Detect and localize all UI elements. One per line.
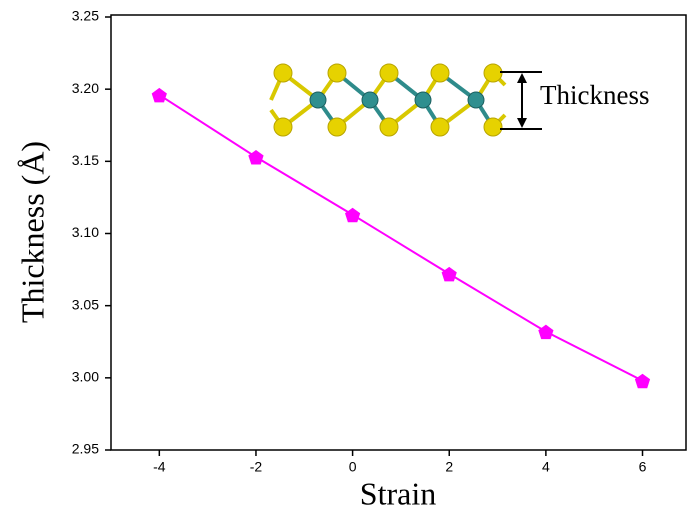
data-point: [151, 87, 167, 103]
x-tick-label: -2: [250, 459, 263, 475]
y-tick-label: 3.15: [72, 152, 99, 168]
y-tick-label: 3.05: [72, 296, 99, 312]
data-point: [345, 207, 361, 223]
y-tick-label: 3.20: [72, 80, 99, 96]
structure-inset: [269, 63, 542, 137]
x-tick-label: 4: [542, 459, 550, 475]
annotation: Thickness: [540, 80, 649, 110]
plot-frame: [110, 14, 687, 451]
y-tick-label: 3.00: [72, 369, 99, 385]
y-tick-label: 2.95: [72, 441, 99, 457]
data-point: [538, 324, 554, 340]
data-point: [441, 266, 457, 282]
data-point: [248, 150, 264, 165]
data-point: [634, 373, 651, 389]
x-tick-label: 2: [445, 459, 453, 475]
x-axis-label: Strain: [360, 475, 436, 511]
x-tick-label: 6: [639, 459, 647, 475]
y-tick-label: 3.25: [72, 8, 99, 24]
y-axis-label: Thickness (Å): [14, 141, 50, 323]
data-line: [158, 94, 643, 382]
x-tick-label: 0: [349, 459, 357, 475]
y-tick-label: 3.10: [72, 224, 99, 240]
x-tick-label: -4: [153, 459, 166, 475]
